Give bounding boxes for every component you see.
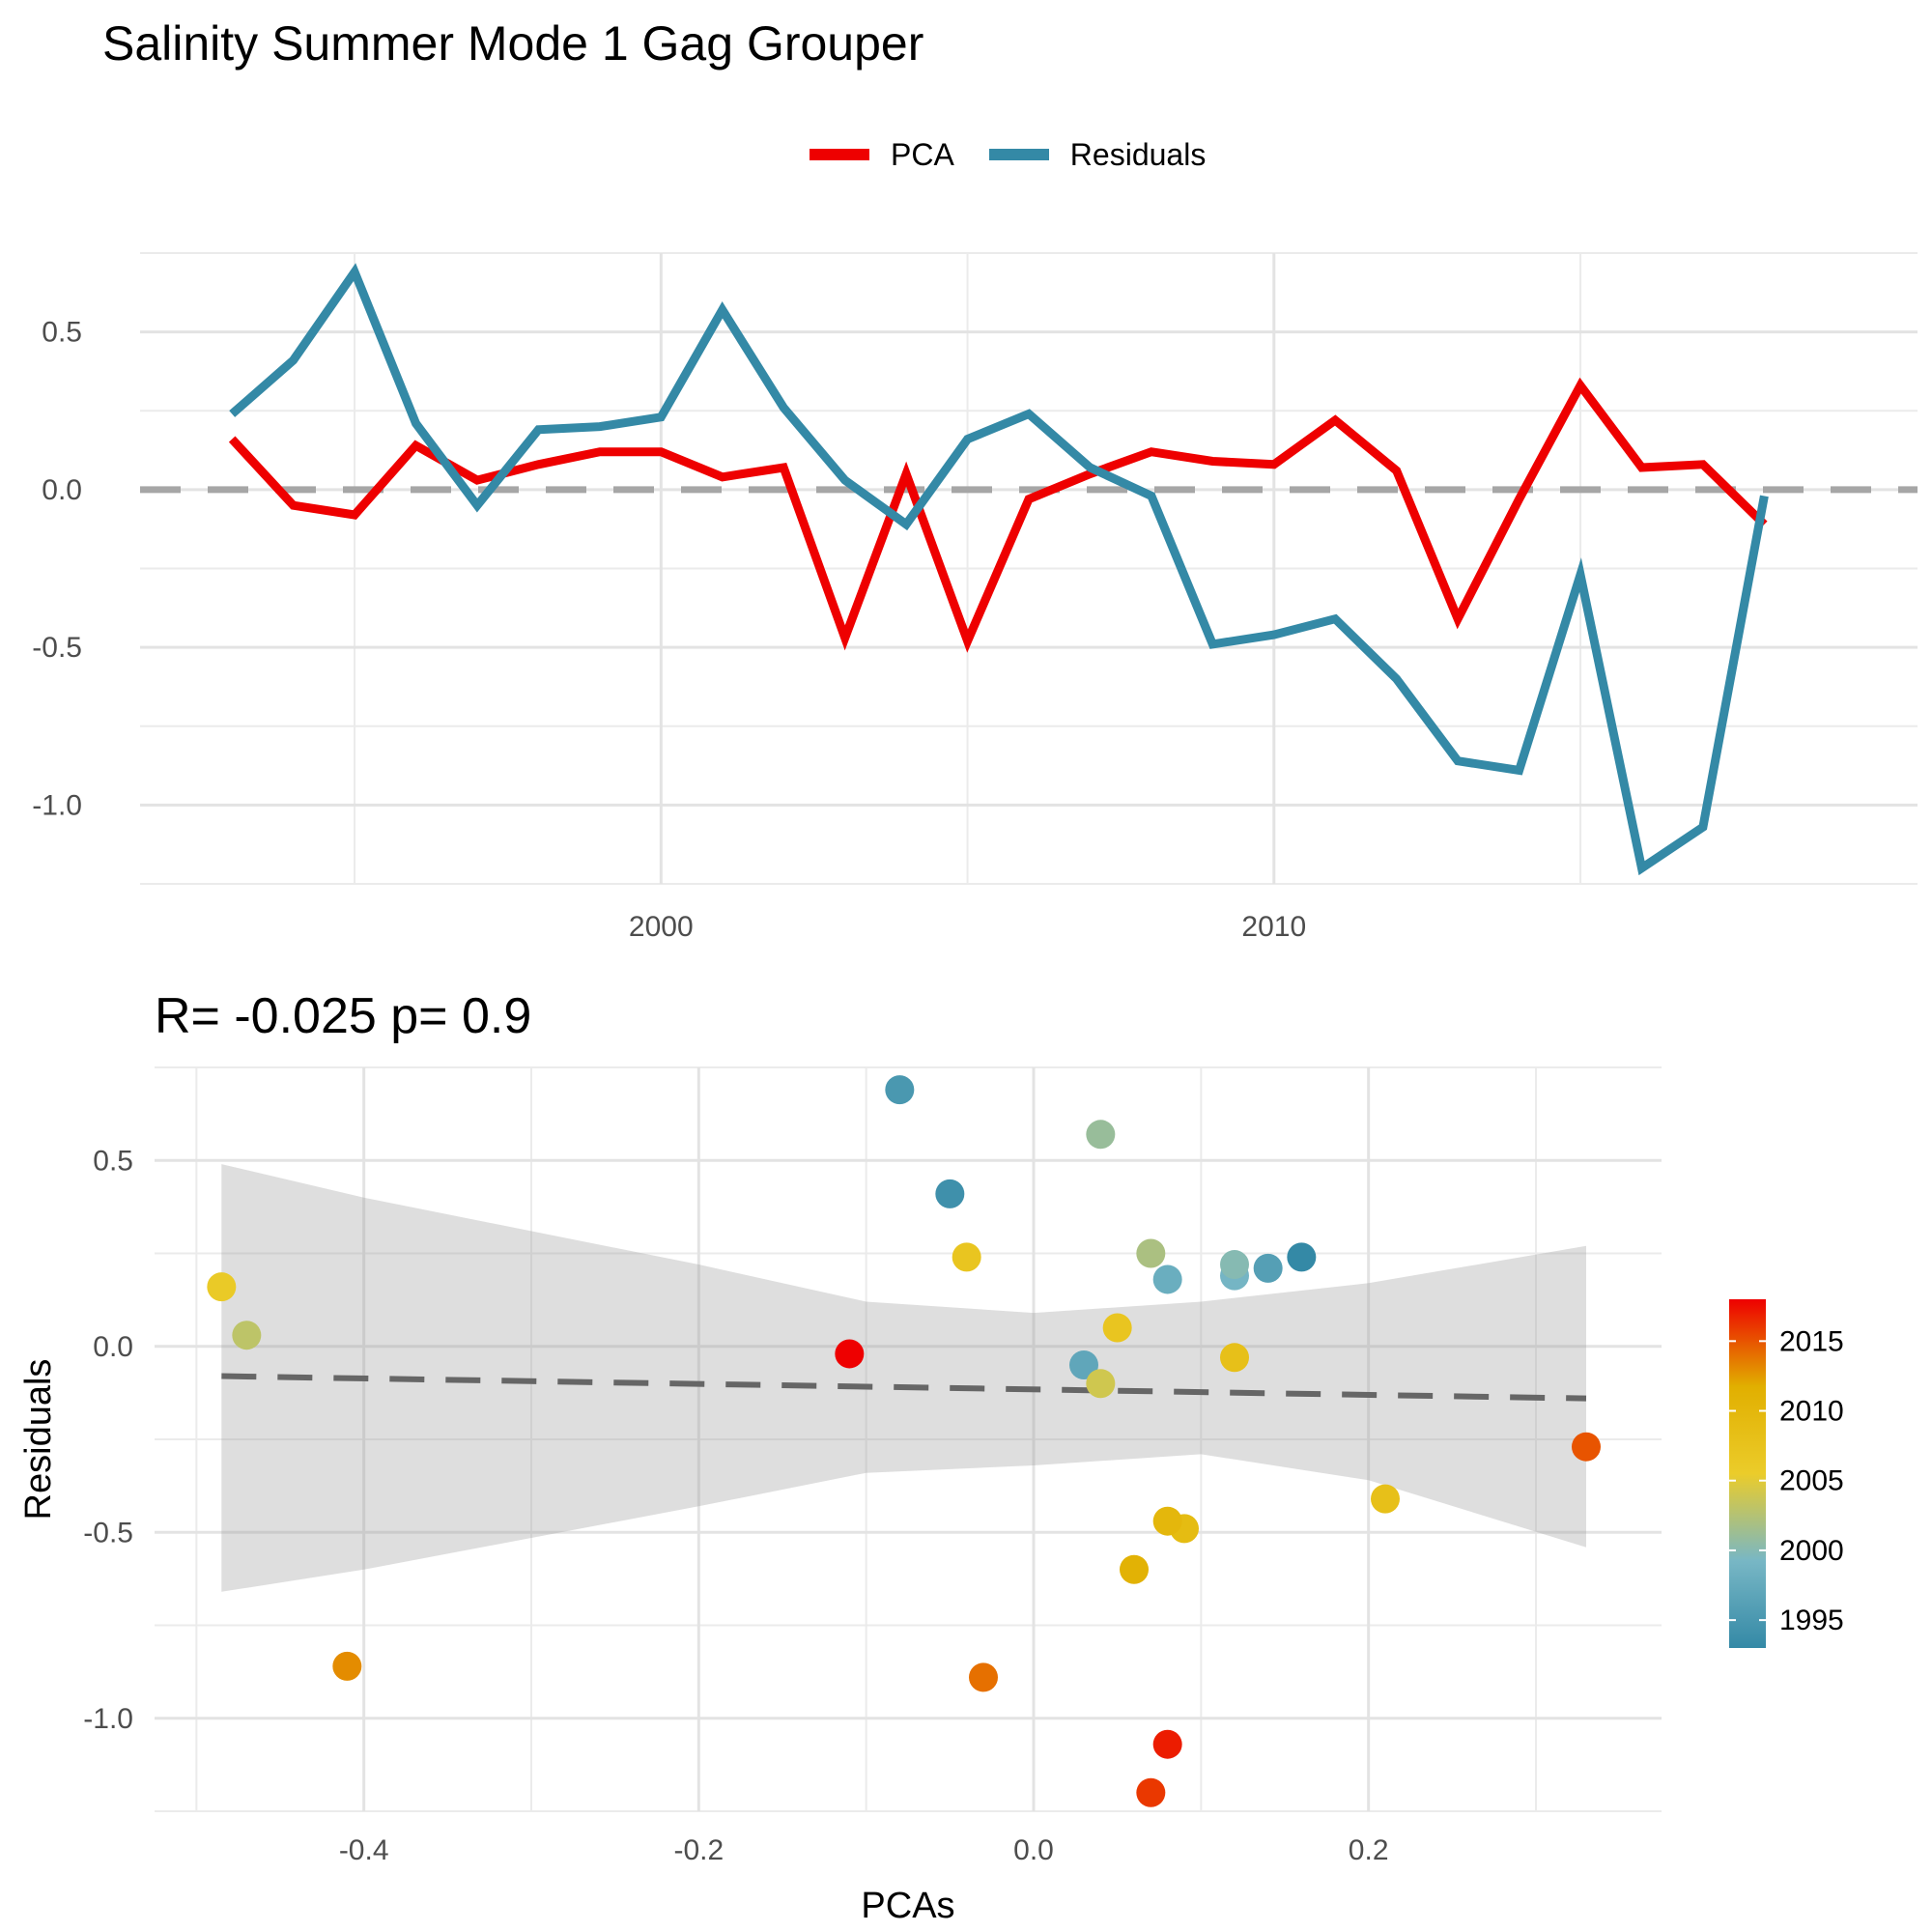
y-tick-label: 0.5: [42, 317, 82, 349]
legend-item-residuals: Residuals: [988, 136, 1207, 173]
y-tick-label: -1.0: [32, 789, 82, 821]
x-tick-label: 0.2: [1349, 1834, 1389, 1866]
scatter-point: [1120, 1554, 1149, 1584]
legend-label-residuals: Residuals: [1069, 136, 1207, 172]
scatter-point: [1152, 1506, 1182, 1536]
y-axis-title: Residuals: [18, 1359, 59, 1520]
scatter-point: [1136, 1777, 1166, 1807]
x-tick-label: 2010: [1241, 911, 1306, 943]
scatter-point: [1152, 1264, 1182, 1294]
scatter-point: [835, 1339, 865, 1369]
legend-swatch-pca: [810, 149, 869, 160]
colorbar: 1995 2000 2005 2010 2015: [1729, 1299, 1844, 1648]
series-line-residuals: [229, 263, 1769, 876]
scatter-point: [1136, 1238, 1166, 1268]
x-tick-label: 0.0: [1013, 1834, 1054, 1866]
colorbar-tick-label: 2005: [1779, 1465, 1844, 1497]
scatter-point: [1152, 1729, 1182, 1759]
correlation-label: R= -0.025 p= 0.9: [155, 988, 532, 1044]
legend-swatch-residuals: [988, 149, 1049, 160]
colorbar-tick-label: 1995: [1779, 1605, 1844, 1636]
scatter-point: [232, 1321, 262, 1350]
y-tick-label: -1.0: [83, 1703, 133, 1735]
scatter-point: [1086, 1369, 1116, 1399]
legend-item-pca: PCA: [810, 137, 954, 173]
scatter-point: [1069, 1350, 1098, 1379]
scatter-point: [952, 1242, 981, 1272]
chart-title: Salinity Summer Mode 1 Gag Grouper: [102, 16, 924, 71]
y-tick-label: 0.0: [42, 474, 82, 506]
y-tick-label: -0.5: [83, 1517, 133, 1548]
y-tick-label: 0.0: [93, 1331, 133, 1363]
colorbar-tick-label: 2010: [1779, 1396, 1844, 1428]
scatter-point: [1086, 1120, 1116, 1150]
scatter-point: [1102, 1313, 1132, 1343]
y-tick-label: -0.5: [32, 632, 82, 664]
y-tick-label: 0.5: [93, 1145, 133, 1177]
scatter-panel: 0.5 0.0 -0.5 -1.0 -0.4 -0.2 0.0 0.2 PCAs Residual…: [18, 1066, 1662, 1926]
legend: PCA Residuals: [810, 133, 1240, 176]
scatter-point: [935, 1179, 965, 1208]
time-series-panel: 0.5 0.0 -0.5 -1.0 2000 2010: [32, 252, 1918, 943]
confidence-band: [221, 1164, 1586, 1592]
scatter-point: [207, 1272, 237, 1302]
scatter-point: [332, 1651, 362, 1681]
colorbar-tick-label: 2000: [1779, 1535, 1844, 1567]
scatter-point: [885, 1075, 915, 1105]
x-tick-label: -0.2: [673, 1834, 724, 1866]
series-line-pca: [228, 377, 1768, 653]
scatter-point: [1287, 1242, 1317, 1272]
colorbar-gradient: [1729, 1299, 1766, 1648]
scatter-point: [1253, 1253, 1283, 1283]
legend-label-pca: PCA: [891, 136, 954, 172]
scatter-point: [1220, 1343, 1249, 1373]
scatter-point: [1220, 1250, 1249, 1280]
scatter-point: [1572, 1432, 1601, 1462]
regression-line: [221, 1373, 1587, 1402]
colorbar-tick-label: 2015: [1779, 1325, 1844, 1357]
x-axis-title: PCAs: [861, 1886, 954, 1926]
x-tick-label: 2000: [629, 911, 694, 943]
scatter-point: [969, 1662, 998, 1692]
scatter-point: [1371, 1484, 1400, 1514]
x-tick-label: -0.4: [339, 1834, 389, 1866]
